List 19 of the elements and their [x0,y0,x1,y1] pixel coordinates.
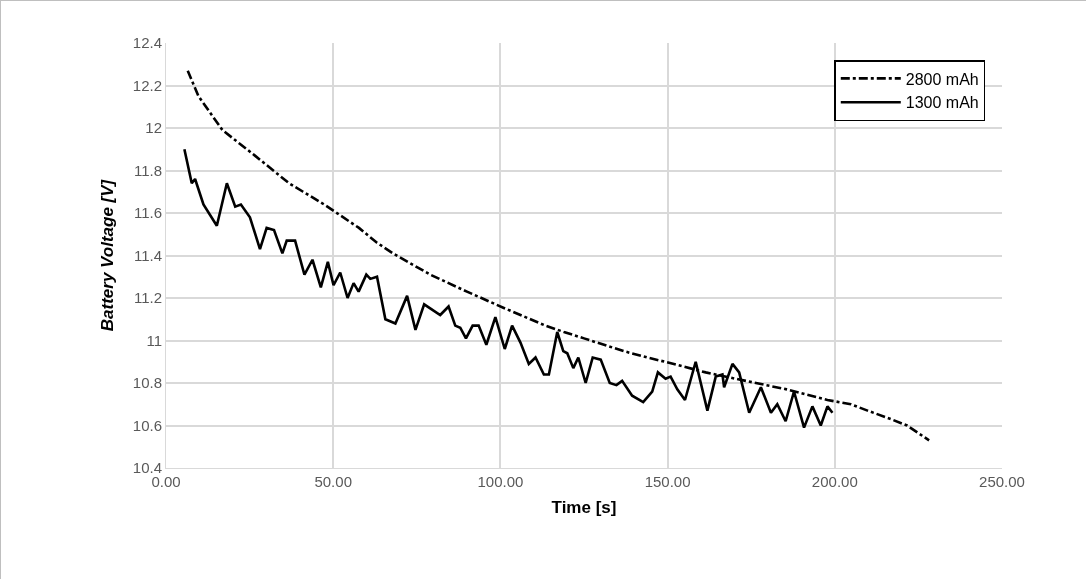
legend-label: 1300 mAh [905,94,979,112]
y-tick-label: 10.6 [132,416,162,434]
y-tick-label: 11.4 [133,246,162,264]
y-tick-label: 11 [146,331,162,349]
y-tick-label: 11.2 [133,289,162,307]
x-tick-label: 250.00 [979,473,1025,490]
y-tick-label: 12.2 [132,76,162,94]
x-tick-label: 150.00 [644,473,691,490]
y-tick-label: 10.8 [132,374,162,392]
y-axis-title: Battery Voltage [V] [98,178,118,332]
y-tick-label: 11.8 [133,161,162,179]
x-axis-title: Time [s] [551,498,617,518]
x-tick-label: 50.00 [314,473,352,490]
x-tick-label: 100.00 [477,473,524,490]
y-tick-label: 11.6 [133,204,162,222]
x-tick-label: 200.00 [811,473,858,490]
y-tick-label: 12 [145,119,162,137]
legend-label: 2800 mAh [905,70,979,88]
y-tick-label: 12.4 [132,34,162,52]
